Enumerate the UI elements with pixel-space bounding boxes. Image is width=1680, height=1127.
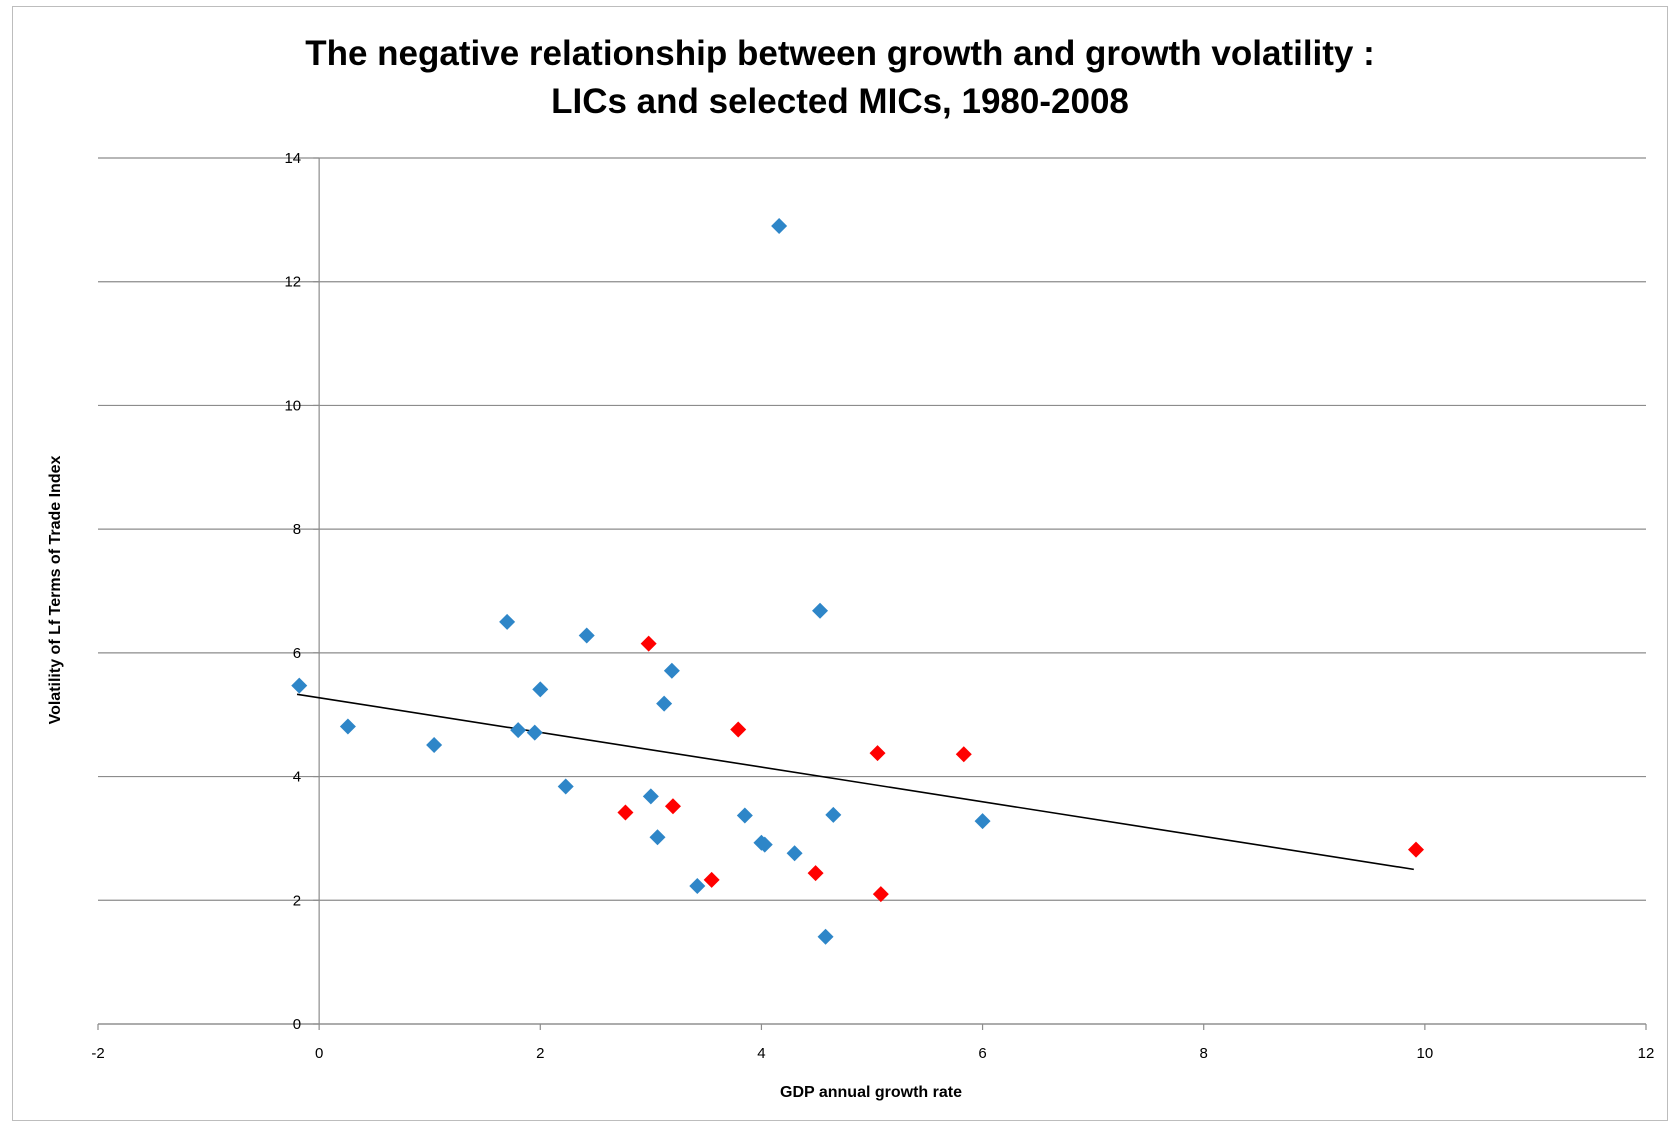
x-tick-label-3: 4 (757, 1045, 765, 1062)
point-s0-4 (510, 722, 527, 739)
y-tick-label-5: 10 (284, 397, 301, 414)
chart-title-line-1: The negative relationship between growth… (305, 34, 1375, 73)
chart-frame (12, 6, 1668, 1121)
y-tick-label-2: 4 (293, 769, 301, 786)
y-tick-label-6: 12 (284, 274, 301, 291)
point-s0-19 (812, 602, 829, 619)
point-s1-5 (807, 865, 824, 882)
y-tick-label-7: 14 (284, 150, 301, 167)
point-s0-10 (649, 829, 666, 846)
point-s0-3 (499, 613, 516, 630)
trendline (296, 693, 1414, 871)
y-axis-title: Volatility of Lf Terms of Trade Index (47, 456, 64, 725)
tick-labels: 0 2 4 6 8 10 12 14 -2 0 2 4 6 8 10 12 (91, 150, 1654, 1062)
point-s0-2 (426, 737, 443, 754)
x-tick-label-4: 6 (978, 1045, 986, 1062)
point-s0-12 (663, 662, 680, 679)
point-s1-2 (664, 798, 681, 815)
y-tick-label-3: 6 (293, 645, 301, 662)
x-tick-label-7: 12 (1638, 1045, 1655, 1062)
point-s1-7 (872, 886, 889, 903)
point-s0-17 (771, 218, 788, 235)
point-s1-4 (730, 721, 747, 738)
x-tick-label-6: 10 (1417, 1045, 1434, 1062)
point-s0-1 (339, 718, 356, 735)
point-s1-1 (640, 635, 657, 652)
point-s0-7 (557, 778, 574, 795)
point-s1-0 (617, 804, 634, 821)
trendline-layer (296, 693, 1414, 871)
x-axis-title: GDP annual growth rate (780, 1084, 962, 1101)
y-tick-label-0: 0 (293, 1016, 301, 1033)
point-s0-8 (578, 627, 595, 644)
gridlines (98, 157, 1646, 1025)
point-s0-13 (689, 878, 706, 895)
data-points (291, 218, 1425, 945)
point-s0-16 (756, 836, 773, 853)
point-s0-22 (974, 813, 991, 830)
point-s0-9 (642, 788, 659, 805)
axes (97, 157, 1647, 1030)
x-tick-label-1: 0 (315, 1045, 323, 1062)
x-tick-label-5: 8 (1200, 1045, 1208, 1062)
chart-title-line-2: LICs and selected MICs, 1980-2008 (551, 82, 1129, 121)
x-tick-label-2: 2 (536, 1045, 544, 1062)
point-s0-0 (291, 677, 308, 694)
point-s1-6 (869, 745, 886, 762)
x-tick-label-0: -2 (91, 1045, 104, 1062)
point-s0-18 (786, 845, 803, 862)
point-s1-9 (1408, 841, 1425, 858)
point-s0-5 (526, 724, 543, 741)
point-s0-11 (656, 695, 673, 712)
point-s0-6 (532, 681, 549, 698)
y-tick-label-1: 2 (293, 892, 301, 909)
point-s0-21 (825, 806, 842, 823)
point-s0-20 (817, 928, 834, 945)
y-tick-label-4: 8 (293, 521, 301, 538)
point-s1-3 (703, 871, 720, 888)
point-s1-8 (955, 746, 972, 763)
point-s0-14 (736, 807, 753, 824)
chart-title: The negative relationship between growth… (0, 30, 1680, 126)
